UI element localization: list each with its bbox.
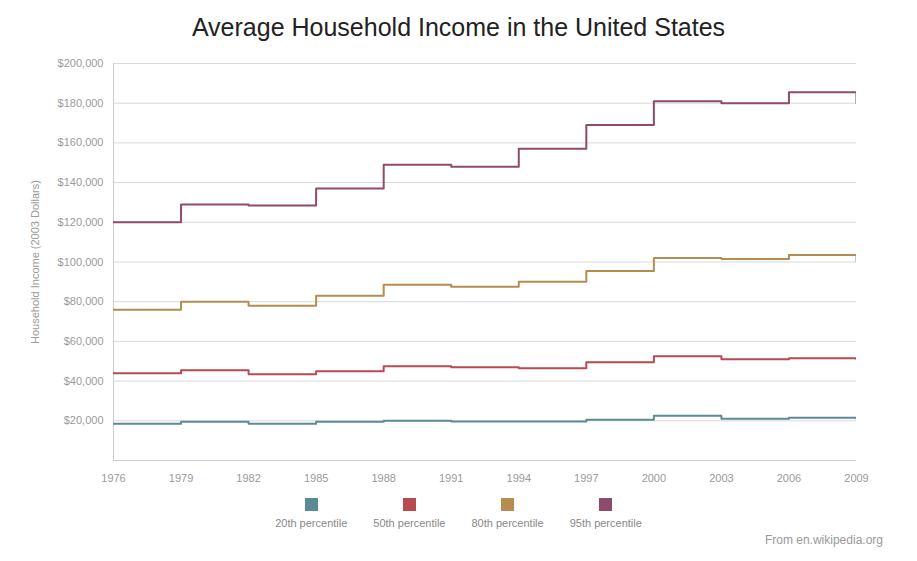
svg-text:1985: 1985 (304, 472, 328, 484)
svg-text:$60,000: $60,000 (64, 335, 104, 347)
svg-text:$160,000: $160,000 (58, 136, 104, 148)
svg-text:1997: 1997 (574, 472, 598, 484)
svg-text:1991: 1991 (439, 472, 463, 484)
html-text:Average Household Income in th: Average Household Income in the United S… (191, 13, 726, 41)
html-text:20th percentile: 20th percentile (275, 517, 348, 529)
svg-text:$180,000: $180,000 (58, 97, 104, 109)
svg-text:1979: 1979 (169, 472, 193, 484)
svg-text:2003: 2003 (709, 472, 733, 484)
svg-text:$80,000: $80,000 (64, 295, 104, 307)
svg-text:$40,000: $40,000 (64, 375, 104, 387)
svg-text:1988: 1988 (371, 472, 395, 484)
svg-text:2006: 2006 (777, 472, 801, 484)
svg-text:$20,000: $20,000 (64, 414, 104, 426)
html-text:50th percentile: 50th percentile (373, 517, 446, 529)
svg-text:$100,000: $100,000 (58, 256, 104, 268)
svg-text:$140,000: $140,000 (58, 176, 104, 188)
html-text:95th percentile: 95th percentile (569, 517, 642, 529)
svg-text:2000: 2000 (642, 472, 666, 484)
svg-text:$120,000: $120,000 (58, 216, 104, 228)
svg-text:1994: 1994 (507, 472, 531, 484)
svg-text:$200,000: $200,000 (58, 57, 104, 69)
svg-text:Household Income (2003 Dollars: Household Income (2003 Dollars) (29, 180, 41, 344)
html-text:80th percentile: 80th percentile (471, 517, 544, 529)
svg-text:1982: 1982 (236, 472, 260, 484)
html-text:From en.wikipedia.org: From en.wikipedia.org (764, 533, 883, 547)
svg-text:2009: 2009 (844, 472, 868, 484)
svg-text:1976: 1976 (101, 472, 125, 484)
